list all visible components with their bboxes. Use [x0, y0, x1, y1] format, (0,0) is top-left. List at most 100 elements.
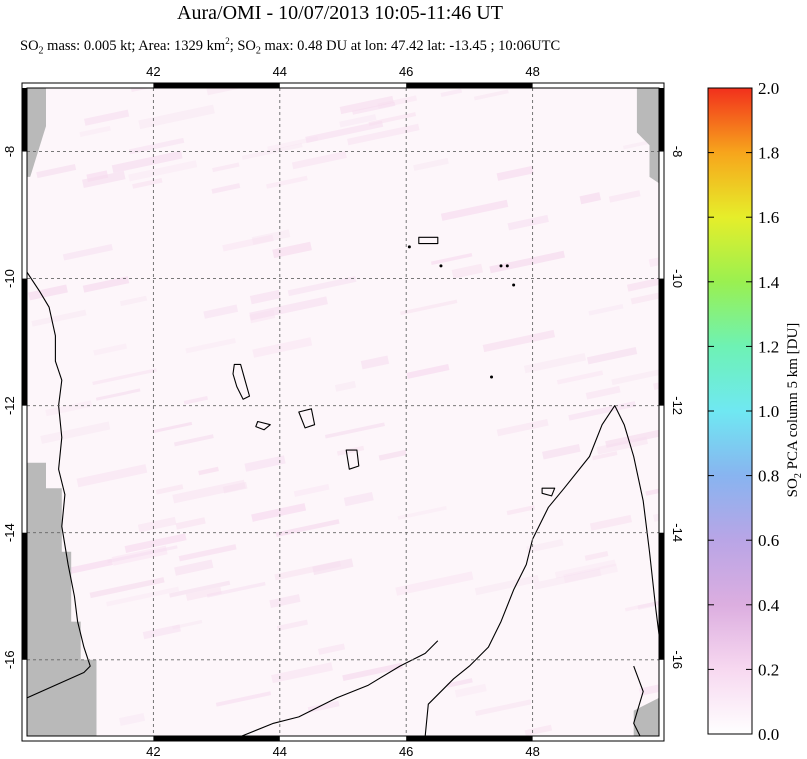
- x-tick-label-top: 42: [146, 64, 160, 79]
- so2-streak: [137, 516, 177, 533]
- so2-streak: [482, 329, 556, 353]
- so2-streak: [605, 424, 659, 448]
- so2-streak: [589, 514, 633, 531]
- colorbar-tick-label: 1.8: [758, 144, 779, 163]
- so2-streak: [175, 517, 206, 530]
- so2-streak: [174, 559, 214, 576]
- y-tick-label-left: -14: [2, 523, 17, 542]
- so2-streak: [269, 594, 301, 609]
- so2-streak: [107, 545, 178, 564]
- coastline: [633, 665, 644, 736]
- colorbar-label-part: SO: [785, 478, 801, 497]
- so2-streak: [185, 586, 222, 601]
- so2-streak: [395, 571, 474, 596]
- y-tick-label-right: -12: [670, 396, 685, 415]
- so2-streak: [124, 533, 187, 553]
- frame-bar-left: [22, 278, 27, 406]
- colorbar-label: SO2 PCA column 5 km [DU]: [785, 323, 804, 498]
- so2-streak: [324, 422, 385, 439]
- so2-streak: [339, 114, 377, 128]
- so2-streak: [368, 112, 417, 126]
- so2-streak: [206, 88, 254, 96]
- so2-streak: [430, 252, 473, 266]
- so2-streak: [312, 558, 354, 576]
- so2-streak: [451, 263, 484, 279]
- x-tick-label-bottom: 42: [146, 744, 160, 759]
- so2-streak: [206, 581, 266, 598]
- map-frame: [21, 82, 665, 742]
- so2-streak: [307, 700, 340, 713]
- so2-streak: [249, 296, 328, 321]
- island: [255, 420, 271, 431]
- so2-streak: [639, 673, 659, 696]
- so2-streak: [183, 395, 208, 405]
- so2-streak: [506, 505, 536, 516]
- islet: [505, 264, 509, 268]
- colorbar-tick-label: 1.2: [758, 337, 779, 356]
- colorbar-tick-label: 0.2: [758, 660, 779, 679]
- so2-streak: [222, 234, 274, 252]
- so2-streak: [267, 135, 319, 151]
- so2-streak: [397, 505, 447, 520]
- no-data-region: [27, 462, 97, 736]
- so2-streak: [291, 151, 347, 170]
- colorbar-tick-label: 0.8: [758, 467, 779, 486]
- so2-streak: [475, 699, 532, 717]
- island: [345, 449, 360, 470]
- so2-streak: [251, 503, 307, 522]
- so2-streak: [347, 123, 420, 146]
- so2-streak: [630, 288, 659, 305]
- so2-streak: [142, 624, 181, 640]
- so2-streak: [203, 304, 239, 319]
- so2-streak: [153, 421, 193, 434]
- map-ticks: 42 42 44 44 46 46 48 48 -8 -8 -10 -10 -12 -12 -14 -14 -1…: [2, 64, 685, 759]
- so2-streak: [132, 177, 163, 189]
- chart-title: Aura/OMI - 10/07/2013 10:05-11:46 UT: [177, 2, 503, 24]
- so2-streak: [211, 183, 241, 194]
- so2-streak: [82, 276, 130, 293]
- so2-streak: [212, 162, 240, 173]
- colorbar-tick-label: 2.0: [758, 79, 779, 98]
- so2-streak: [93, 343, 128, 356]
- colorbar-label-sub: 2: [793, 473, 804, 478]
- frame-bar-top: [153, 83, 280, 88]
- so2-streak: [178, 544, 237, 562]
- x-tick-label-bottom: 46: [399, 744, 413, 759]
- x-tick-label-bottom: 44: [273, 744, 287, 759]
- frame-bar-bottom: [153, 736, 280, 741]
- coastline: [241, 640, 439, 736]
- x-tick-label-top: 46: [399, 64, 413, 79]
- y-tick-label-left: -10: [2, 269, 17, 288]
- so2-streak: [585, 385, 621, 400]
- colorbar-tick-label: 0.6: [758, 531, 779, 550]
- so2-streak: [584, 550, 609, 561]
- x-tick-label-top: 44: [273, 64, 287, 79]
- so2-streak: [608, 190, 641, 203]
- frame-bar-right: [659, 532, 664, 660]
- subtitle-part-1: SO: [20, 37, 39, 54]
- so2-streak: [343, 491, 374, 507]
- so2-streak: [542, 443, 581, 460]
- subtitle-part-4: max: 0.48 DU at lon: 47.42 lat: -13.45 ;…: [260, 37, 561, 54]
- colorbar: 0.0 0.2 0.4 0.6 0.8 1.0 1.2 1.4 1.6 1.8 2.0 SO2 PCA…: [707, 79, 804, 744]
- islet: [490, 375, 494, 379]
- map-grid: [27, 88, 659, 736]
- so2-streak: [95, 388, 141, 401]
- frame-bar-right: [659, 88, 664, 152]
- islet: [439, 264, 443, 268]
- so2-streak: [169, 580, 231, 598]
- map-background: [27, 88, 659, 736]
- so2-streak: [596, 436, 648, 455]
- so2-streak: [198, 466, 219, 476]
- islet: [499, 264, 503, 268]
- so2-streak: [128, 160, 198, 182]
- so2-streak: [83, 109, 130, 126]
- so2-streak: [222, 481, 248, 494]
- so2-streak: [489, 250, 565, 274]
- so2-streak: [339, 95, 394, 115]
- so2-streak: [588, 303, 624, 316]
- map-plot-area: [27, 88, 659, 736]
- so2-streak: [446, 678, 473, 688]
- so2-streak: [524, 724, 553, 736]
